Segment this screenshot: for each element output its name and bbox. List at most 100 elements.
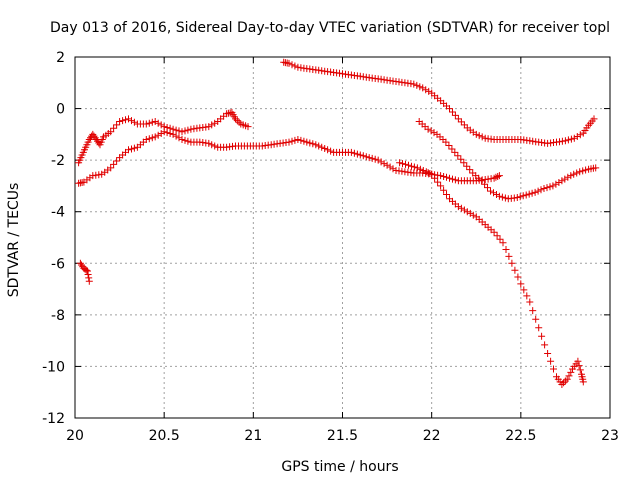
- data-point: [560, 379, 568, 387]
- data-point: [502, 246, 510, 253]
- data-point: [550, 365, 557, 373]
- data-point: [356, 151, 364, 159]
- y-tick-label: 0: [56, 102, 65, 118]
- data-point: [451, 111, 459, 119]
- y-tick-label: -12: [42, 411, 65, 427]
- x-tick-label: 22.5: [505, 428, 536, 444]
- y-tick-label: -8: [51, 308, 65, 324]
- data-point: [82, 266, 90, 274]
- data-point: [446, 105, 453, 113]
- data-point: [547, 357, 555, 365]
- data-point: [130, 118, 138, 126]
- data-point: [437, 172, 445, 180]
- data-point: [107, 164, 115, 172]
- data-point: [574, 357, 582, 365]
- data-point: [564, 136, 572, 144]
- data-point: [410, 80, 418, 88]
- data-point: [347, 148, 355, 156]
- data-point: [426, 170, 434, 177]
- data-point: [422, 168, 430, 176]
- data-point: [481, 180, 489, 188]
- data-point: [590, 115, 598, 123]
- data-point: [160, 128, 168, 136]
- data-point: [365, 154, 373, 162]
- data-point: [178, 136, 186, 143]
- data-point: [445, 142, 453, 149]
- data-point: [85, 277, 93, 285]
- data-point: [440, 186, 448, 194]
- data-point: [145, 135, 153, 143]
- data-point: [463, 208, 471, 216]
- data-point: [508, 259, 516, 267]
- data-point: [427, 127, 435, 135]
- data-point: [425, 87, 433, 95]
- data-point: [300, 137, 308, 145]
- data-point: [172, 126, 180, 134]
- data-point: [157, 130, 165, 137]
- y-tick-label: -6: [51, 256, 65, 272]
- data-point: [454, 203, 462, 211]
- data-point: [148, 118, 156, 126]
- data-point: [541, 341, 549, 349]
- data-point: [233, 117, 241, 125]
- data-point: [495, 192, 503, 200]
- x-axis-label: GPS time / hours: [281, 459, 398, 475]
- data-point: [297, 136, 305, 144]
- data-point: [460, 206, 468, 214]
- x-tick-labels: 20 20.5 21 21.5 22 22.5 23: [66, 428, 619, 444]
- data-point: [291, 62, 299, 70]
- y-tick-label: -2: [51, 153, 65, 169]
- data-point: [110, 124, 118, 132]
- data-point: [178, 128, 186, 136]
- data-point: [558, 177, 566, 185]
- data-point: [573, 169, 581, 177]
- data-point: [151, 133, 159, 141]
- data-point: [437, 182, 445, 190]
- data-point: [434, 178, 442, 186]
- data-point: [561, 175, 569, 183]
- data-point: [538, 332, 546, 340]
- data-point: [306, 139, 314, 147]
- data-point: [169, 130, 177, 138]
- data-point: [211, 142, 219, 150]
- data-point: [116, 118, 124, 125]
- data-point: [312, 141, 320, 149]
- data-point: [303, 138, 311, 146]
- data-point: [516, 193, 524, 201]
- data-point: [119, 117, 127, 125]
- data-point: [534, 187, 542, 195]
- data-point: [142, 136, 150, 143]
- data-point: [386, 163, 394, 171]
- data-point: [475, 132, 483, 140]
- data-point: [592, 164, 600, 172]
- data-point: [148, 134, 156, 142]
- data-point: [428, 170, 436, 178]
- data-point: [552, 180, 560, 188]
- x-tick-label: 20.5: [149, 428, 180, 444]
- data-point: [424, 125, 432, 133]
- data-point: [142, 120, 150, 128]
- data-point: [362, 153, 370, 161]
- data-point: [371, 155, 379, 163]
- data-point: [288, 137, 296, 145]
- data-point: [122, 116, 129, 124]
- y-tick-label: -10: [42, 359, 65, 375]
- data-point: [380, 160, 388, 168]
- data-point: [564, 173, 572, 181]
- data-point: [454, 152, 462, 160]
- data-point: [113, 121, 121, 129]
- data-point: [517, 280, 525, 288]
- grid-lines: [75, 57, 610, 418]
- data-point: [321, 145, 329, 152]
- data-point: [318, 143, 326, 151]
- data-point: [549, 182, 557, 190]
- data-point: [128, 117, 135, 125]
- data-point: [546, 183, 554, 191]
- series-arc-5: [396, 159, 587, 388]
- series-arc-1: [75, 108, 252, 167]
- data-point: [327, 147, 335, 155]
- chart-title: Day 013 of 2016, Sidereal Day-to-day VTE…: [50, 20, 610, 36]
- data-point: [449, 108, 456, 116]
- data-point: [353, 150, 361, 158]
- data-point: [413, 81, 421, 89]
